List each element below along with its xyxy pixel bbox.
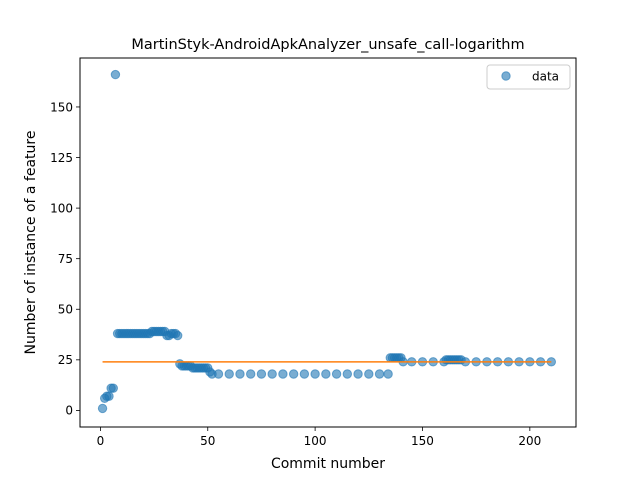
y-axis-title: Number of instance of a feature [23, 131, 39, 355]
data-point [213, 369, 224, 379]
data-point [104, 391, 114, 401]
y-tick-label: 150 [50, 100, 73, 114]
data-point [173, 330, 183, 341]
data-point [374, 369, 385, 379]
data-layer [97, 69, 557, 414]
data-point [108, 383, 118, 393]
y-tick-label: 0 [65, 404, 73, 418]
x-axis-title: Commit number [271, 456, 385, 472]
data-point [97, 403, 108, 414]
y-tick-label: 75 [58, 252, 73, 266]
x-tick-label: 200 [518, 434, 541, 448]
data-point [353, 369, 363, 379]
data-point [342, 369, 353, 379]
x-axis: 0 50 100 150 200 [97, 427, 541, 448]
data-point [110, 69, 121, 80]
data-point [246, 369, 256, 379]
data-point [331, 369, 342, 379]
x-tick-label: 0 [97, 434, 105, 448]
data-point [278, 369, 288, 379]
data-point [383, 369, 393, 379]
y-tick-label: 125 [50, 151, 73, 165]
data-point [299, 369, 310, 379]
legend-label-data: data [532, 70, 559, 84]
data-point [235, 369, 245, 379]
y-tick-label: 25 [58, 353, 73, 367]
chart-title: MartinStyk-AndroidApkAnalyzer_unsafe_cal… [131, 37, 524, 53]
data-point [288, 369, 299, 379]
y-axis: 0 25 50 75 100 125 150 [50, 100, 80, 418]
x-tick-label: 150 [411, 434, 434, 448]
legend: data [486, 64, 571, 90]
x-tick-label: 50 [200, 434, 215, 448]
legend-box [486, 64, 571, 90]
data-point [310, 369, 320, 379]
data-point [321, 369, 331, 379]
data-point [224, 369, 234, 379]
legend-marker-data [501, 71, 511, 81]
x-tick-label: 100 [304, 434, 327, 448]
y-tick-label: 100 [50, 201, 73, 215]
y-tick-label: 50 [58, 303, 73, 317]
data-point [256, 369, 267, 379]
data-point [364, 369, 374, 379]
data-point [267, 369, 277, 379]
plot-frame [79, 57, 577, 428]
